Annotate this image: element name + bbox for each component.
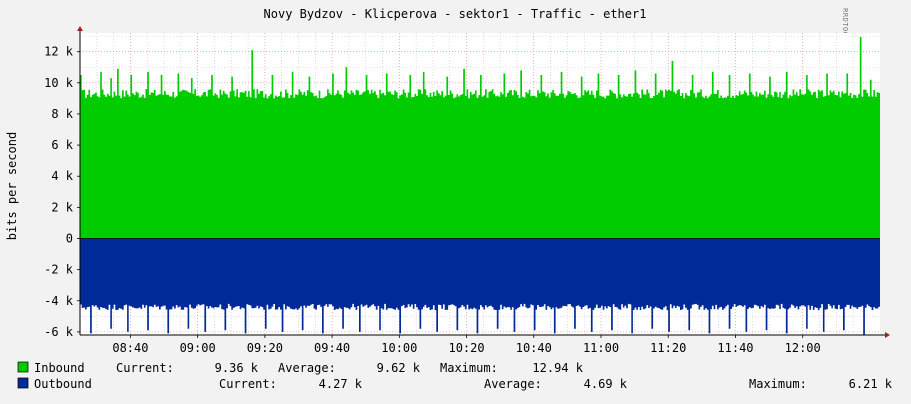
y-axis-arrow-icon: [77, 26, 83, 31]
legend-inbound-average: 9.62 k: [377, 361, 421, 375]
x-tick-label: 08:40: [112, 341, 148, 355]
y-tick-label: -2 k: [44, 263, 74, 277]
legend-inbound-maximum: 12.94 k: [532, 361, 583, 375]
y-tick-label: 12 k: [44, 45, 74, 59]
legend-outbound-average: 4.69 k: [584, 377, 628, 391]
legend-inbound-name: Inbound: [34, 361, 85, 375]
legend-row-inbound: Inbound Current: 9.36 k Average: 9.62 k …: [17, 361, 584, 375]
legend-inbound-average-label: Average:: [278, 361, 336, 375]
x-tick-label: 09:00: [180, 341, 216, 355]
x-axis-arrow-icon: [885, 332, 890, 338]
y-axis-label: bits per second: [5, 132, 19, 240]
chart-title: Novy Bydzov - Klicperova - sektor1 - Tra…: [264, 7, 647, 21]
tick-labels: 08:40 09:00 09:20 09:40 10:00 10:20 10:40 11:00…: [44, 45, 821, 355]
legend-swatch-inbound: [17, 361, 29, 373]
y-tick-label: 8 k: [51, 107, 73, 121]
legend-row-outbound: Outbound Current: 4.27 k Average: 4.69 k…: [17, 377, 893, 391]
x-tick-label: 10:00: [381, 341, 417, 355]
y-tick-label: 4 k: [51, 169, 73, 183]
y-tick-label: 0: [66, 231, 73, 245]
legend-outbound-maximum: 6.21 k: [849, 377, 893, 391]
x-tick-label: 10:20: [448, 341, 484, 355]
legend-outbound-name: Outbound: [34, 377, 92, 391]
y-tick-label: 10 k: [44, 76, 74, 90]
legend-outbound-average-label: Average:: [484, 377, 542, 391]
legend-outbound-current-label: Current:: [219, 377, 277, 391]
x-tick-label: 09:20: [247, 341, 283, 355]
y-tick-label: -4 k: [44, 294, 74, 308]
legend: Inbound Current: 9.36 k Average: 9.62 k …: [17, 361, 893, 391]
legend-inbound-current: 9.36 k: [215, 361, 259, 375]
legend-outbound-current: 4.27 k: [319, 377, 363, 391]
legend-inbound-current-label: Current:: [116, 361, 174, 375]
y-tick-label: 6 k: [51, 138, 73, 152]
y-tick-label: -6 k: [44, 325, 74, 339]
series-layer: [80, 37, 880, 336]
x-tick-label: 11:40: [717, 341, 753, 355]
axes: [77, 26, 890, 338]
x-tick-label: 10:40: [516, 341, 552, 355]
series-area-inbound: [80, 37, 880, 239]
x-tick-label: 11:00: [583, 341, 619, 355]
x-tick-label: 09:40: [314, 341, 350, 355]
legend-swatch-outbound: [17, 377, 29, 389]
x-tick-label: 11:20: [650, 341, 686, 355]
y-tick-label: 2 k: [51, 200, 73, 214]
series-area-outbound: [80, 238, 880, 336]
legend-inbound-maximum-label: Maximum:: [440, 361, 498, 375]
legend-outbound-maximum-label: Maximum:: [749, 377, 807, 391]
x-tick-label: 12:00: [785, 341, 821, 355]
